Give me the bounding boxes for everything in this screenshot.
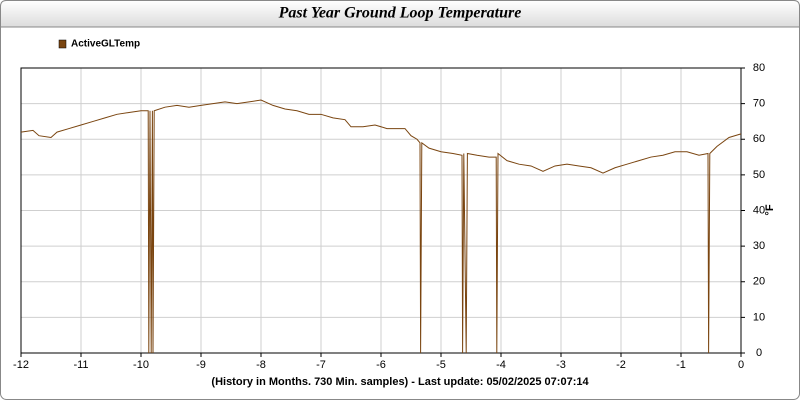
x-tick-label: -5 xyxy=(436,359,446,371)
x-tick-label: -7 xyxy=(316,359,326,371)
x-tick-label: -2 xyxy=(616,359,626,371)
x-tick-label: 0 xyxy=(738,359,744,371)
y-tick-label: 60 xyxy=(753,133,765,145)
y-tick-label: 20 xyxy=(753,276,765,288)
legend-label: ActiveGLTemp xyxy=(71,39,140,50)
y-tick-label: 10 xyxy=(753,311,765,323)
x-tick-label: -3 xyxy=(556,359,566,371)
legend-swatch xyxy=(58,39,67,49)
x-tick-label: -10 xyxy=(133,359,149,371)
x-tick-label: -12 xyxy=(13,359,29,371)
y-tick-label: 40 xyxy=(753,204,765,216)
x-tick-label: -11 xyxy=(73,359,88,371)
y-axis-label: °F xyxy=(764,204,776,215)
plot-border xyxy=(20,67,742,354)
series-line xyxy=(20,99,742,354)
y-tick-label: 50 xyxy=(753,169,765,181)
x-tick-label: -8 xyxy=(256,359,266,371)
x-tick-label: -4 xyxy=(496,359,506,371)
y-tick-label: 70 xyxy=(753,98,765,110)
chart-title: Past Year Ground Loop Temperature xyxy=(278,5,522,22)
title-bar xyxy=(0,0,800,28)
y-tick-label: 80 xyxy=(753,62,765,74)
x-tick-label: -9 xyxy=(196,359,206,371)
y-tick-label: 30 xyxy=(753,240,765,252)
x-axis-label: (History in Months. 730 Min. samples) - … xyxy=(211,376,589,388)
x-tick-label: -1 xyxy=(676,359,686,371)
y-tick-label: 0 xyxy=(756,347,762,359)
x-tick-label: -6 xyxy=(376,359,386,371)
